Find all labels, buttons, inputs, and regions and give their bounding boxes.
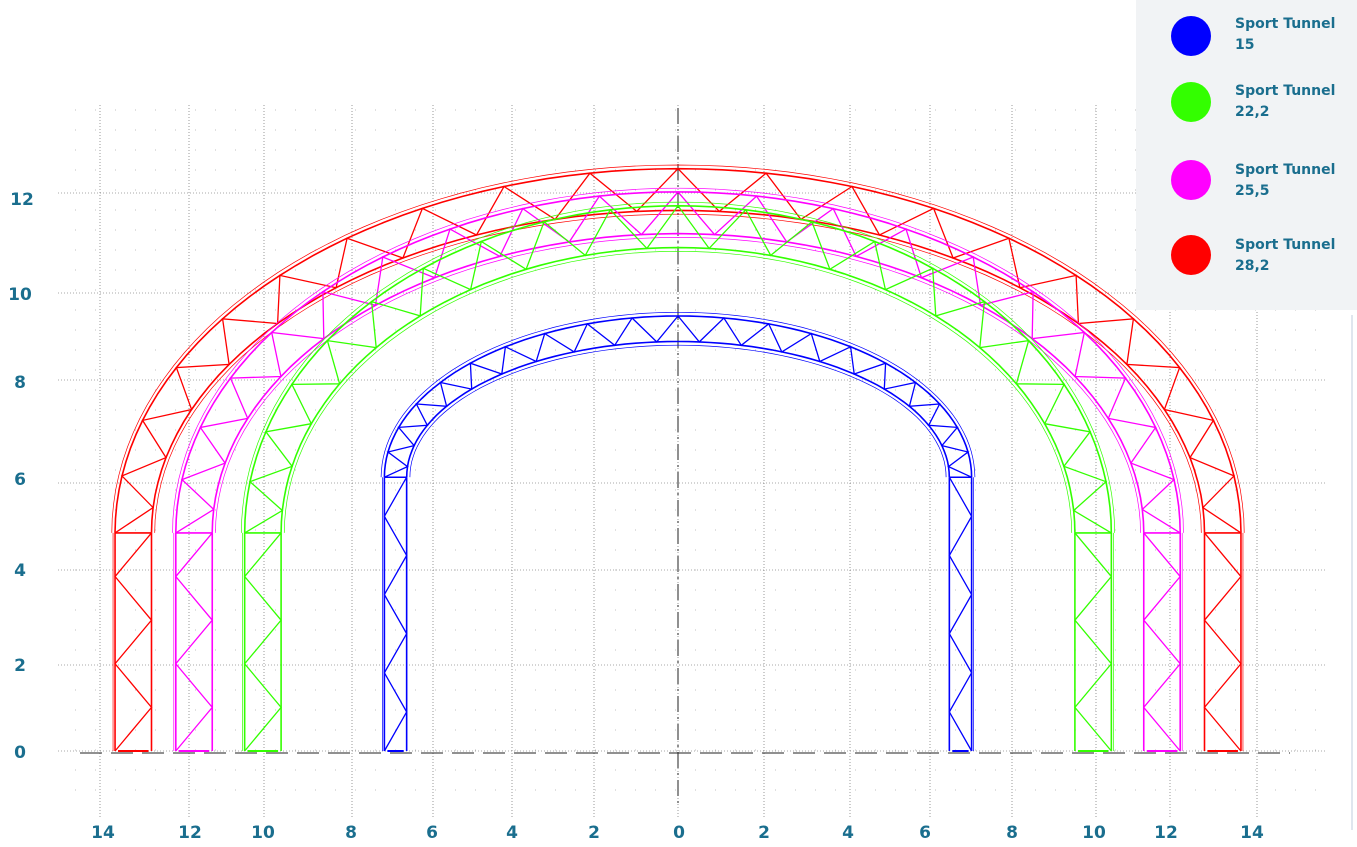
arch-sport-tunnel-25-5 (172, 187, 1184, 752)
grid (58, 105, 1325, 818)
y-tick-label: 12 (10, 190, 34, 210)
arch-leg-web (1142, 532, 1182, 752)
legend-swatch (1171, 160, 1211, 200)
arch-web (175, 190, 1181, 534)
y-tick-label: 6 (14, 470, 26, 490)
arch-sport-tunnel-15 (380, 311, 976, 752)
x-tick-label: 8 (345, 823, 357, 843)
legend: Sport Tunnel 15 Sport Tunnel 22,2 Sport … (1136, 0, 1357, 310)
legend-label: Sport Tunnel 15 (1235, 16, 1336, 53)
page-edge-rule (1351, 315, 1353, 830)
y-tick-label: 4 (14, 561, 26, 581)
legend-swatch (1171, 16, 1211, 56)
arch-leg-web (948, 476, 973, 752)
x-tick-label: 10 (251, 823, 275, 843)
x-tick-label: 2 (588, 823, 600, 843)
arch-leg-web (174, 532, 214, 752)
arch-leg-web (1203, 532, 1242, 752)
x-tick-label: 14 (1240, 823, 1264, 843)
legend-label: Sport Tunnel 25,5 (1235, 162, 1336, 199)
x-tick-label: 6 (426, 823, 438, 843)
arch-sport-tunnel-28-2 (111, 164, 1245, 752)
arch-chord (111, 164, 1245, 533)
legend-item: Sport Tunnel 22,2 (1136, 82, 1357, 152)
arch-chord (211, 232, 1145, 533)
arch-leg-web (243, 532, 282, 752)
x-tick-label: 2 (758, 823, 770, 843)
x-tick-label: 10 (1082, 823, 1106, 843)
x-tick-label: 6 (919, 823, 931, 843)
legend-swatch (1171, 235, 1211, 275)
arch-leg-web (383, 476, 408, 752)
arch-web (244, 204, 1112, 534)
legend-item: Sport Tunnel 15 (1136, 10, 1357, 80)
legend-item: Sport Tunnel 28,2 (1136, 235, 1357, 305)
x-tick-label: 14 (91, 823, 115, 843)
x-tick-label: 0 (673, 823, 685, 843)
legend-label: Sport Tunnel 22,2 (1235, 83, 1336, 120)
arch-chord (154, 213, 1202, 533)
x-tick-label: 4 (506, 823, 518, 843)
x-tick-label: 12 (1154, 823, 1178, 843)
arch-chord (241, 201, 1115, 533)
arch-chord (283, 250, 1073, 533)
x-tick-label: 12 (178, 823, 202, 843)
x-tick-label: 4 (842, 823, 854, 843)
y-tick-label: 0 (14, 743, 26, 763)
arch-leg-web (1074, 532, 1113, 752)
arch-web (114, 167, 1242, 534)
axis-labels: 14 12 10 8 6 4 2 0 2 4 6 8 10 12 14 0 2 … (8, 190, 1264, 843)
y-tick-label: 8 (14, 373, 26, 393)
arch-chord (380, 311, 976, 478)
y-tick-label: 10 (8, 285, 32, 305)
legend-item: Sport Tunnel 25,5 (1136, 160, 1357, 230)
arch-chord (280, 246, 1076, 533)
arch-web (384, 314, 972, 478)
arch-chord (172, 187, 1184, 533)
x-tick-label: 8 (1006, 823, 1018, 843)
arch-leg-web (114, 532, 153, 752)
arch-chord (409, 344, 947, 478)
legend-label: Sport Tunnel 28,2 (1235, 237, 1336, 274)
arch-sport-tunnel-22-2 (241, 201, 1115, 752)
legend-swatch (1171, 82, 1211, 122)
arch-chord (405, 340, 951, 478)
arch-chord (150, 209, 1206, 533)
arch-chord (215, 237, 1141, 533)
arches (111, 164, 1245, 752)
y-tick-label: 2 (14, 656, 26, 676)
